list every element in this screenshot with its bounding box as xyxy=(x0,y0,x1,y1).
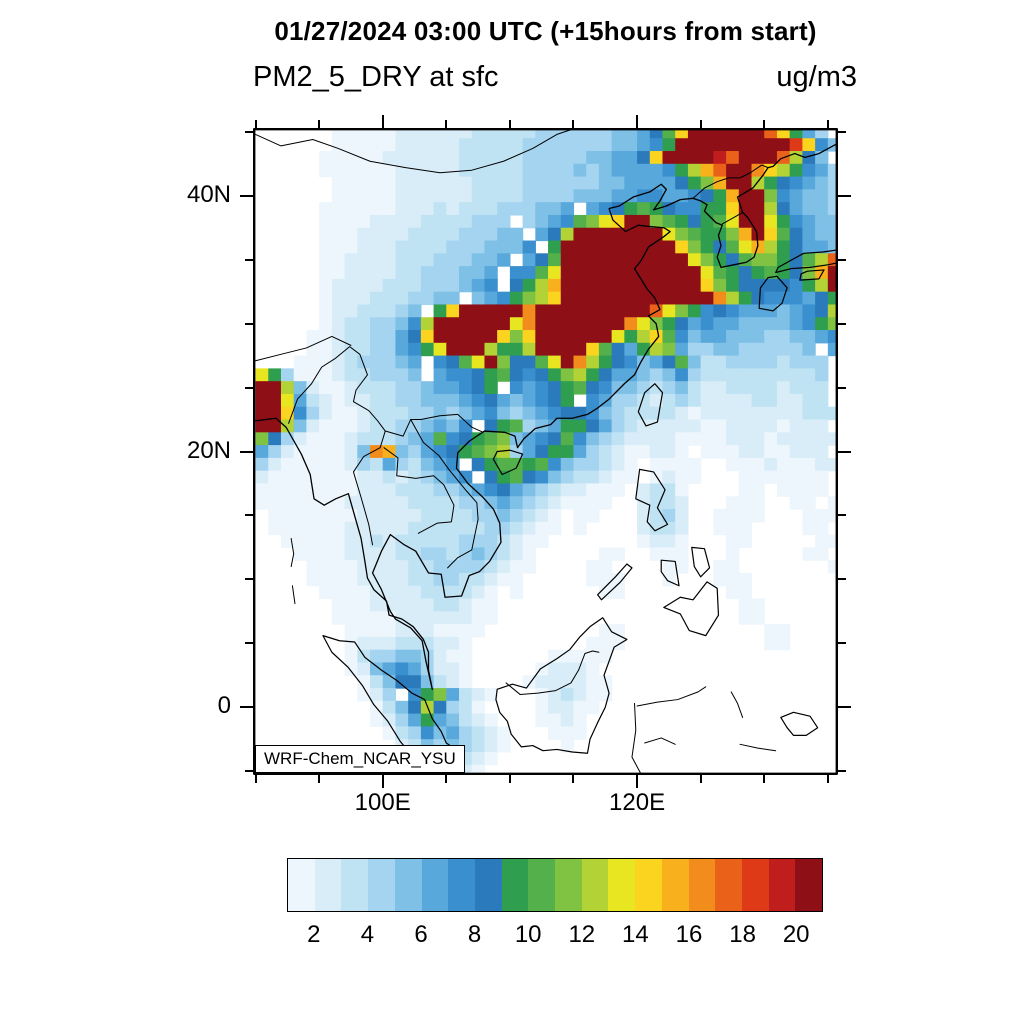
tick-mark xyxy=(245,578,253,581)
colorbar-segment xyxy=(394,859,422,911)
tick-mark xyxy=(508,120,511,128)
tick-mark xyxy=(838,706,851,709)
tick-mark xyxy=(318,775,321,783)
colorbar-segment xyxy=(715,859,742,911)
colorbar-segment xyxy=(474,859,502,911)
tick-mark xyxy=(572,775,575,783)
tick-mark xyxy=(838,258,846,261)
colorbar-segment xyxy=(608,859,636,911)
map-frame: WRF-Chem_NCAR_YSU 40N 20N 0 100E 120E xyxy=(187,115,851,816)
tick-mark xyxy=(245,322,253,325)
y-axis-label: 0 xyxy=(217,692,231,720)
tick-mark xyxy=(240,706,253,709)
x-axis-label: 100E xyxy=(354,789,411,816)
colorbar-segment xyxy=(661,859,689,911)
colorbar-segment xyxy=(421,859,449,911)
tick-mark xyxy=(838,450,851,453)
tick-mark xyxy=(508,775,511,783)
y-axis-label: 40N xyxy=(186,180,231,208)
colorbar-segment xyxy=(795,859,823,911)
tick-mark xyxy=(445,775,448,783)
tick-mark xyxy=(838,130,846,133)
colorbar-segment xyxy=(768,859,796,911)
tick-mark xyxy=(699,775,702,783)
colorbar-labels: 2 4 6 8 10 12 14 16 18 20 xyxy=(287,921,823,953)
tick-mark xyxy=(318,120,321,128)
colorbar-segment xyxy=(501,859,529,911)
colorbar-segment xyxy=(581,859,609,911)
colorbar-segment xyxy=(448,859,475,911)
colorbar-segment xyxy=(368,859,395,911)
units-label: ug/m3 xyxy=(776,61,857,93)
tick-mark xyxy=(245,386,253,389)
colorbar-segment xyxy=(314,859,342,911)
tick-mark xyxy=(838,386,846,389)
tick-mark xyxy=(838,770,846,773)
variable-title: PM2_5_DRY at sfc xyxy=(253,61,499,93)
tick-mark xyxy=(240,450,253,453)
tick-mark xyxy=(245,770,253,773)
colorbar-tick-label: 16 xyxy=(675,921,703,948)
tick-mark xyxy=(826,775,829,783)
y-axis-label: 20N xyxy=(186,436,231,464)
tick-mark xyxy=(572,120,575,128)
tick-mark xyxy=(838,194,851,197)
tick-mark xyxy=(699,120,702,128)
tick-mark xyxy=(838,514,846,517)
x-axis-label: 120E xyxy=(609,789,666,816)
tick-mark xyxy=(245,130,253,133)
tick-mark xyxy=(763,775,766,783)
tick-mark xyxy=(636,115,639,128)
tick-mark xyxy=(254,120,257,128)
colorbar-segment xyxy=(288,859,315,911)
tick-mark xyxy=(838,322,846,325)
colorbar-segment xyxy=(688,859,716,911)
colorbar-segment xyxy=(741,859,769,911)
tick-mark xyxy=(381,115,384,128)
tick-mark xyxy=(245,258,253,261)
colorbar xyxy=(287,858,823,912)
colorbar-segment xyxy=(555,859,582,911)
colorbar-tick-label: 8 xyxy=(467,921,482,948)
model-annotation-label: WRF-Chem_NCAR_YSU xyxy=(255,745,465,773)
colorbar-segment xyxy=(635,859,662,911)
title-row: PM2_5_DRY at sfc ug/m3 xyxy=(253,61,857,94)
colorbar-tick-label: 6 xyxy=(414,921,428,948)
tick-mark xyxy=(763,120,766,128)
colorbar-tick-label: 2 xyxy=(307,921,321,948)
tick-mark xyxy=(826,120,829,128)
colorbar-tick-label: 14 xyxy=(622,921,649,948)
tick-mark xyxy=(838,578,846,581)
colorbar-segment xyxy=(341,859,369,911)
datetime-title: 01/27/2024 03:00 UTC (+15hours from star… xyxy=(274,16,817,46)
tick-mark xyxy=(245,642,253,645)
map-canvas xyxy=(253,128,838,775)
tick-mark xyxy=(838,642,846,645)
colorbar-tick-label: 20 xyxy=(782,921,810,948)
tick-mark xyxy=(445,120,448,128)
colorbar-segment xyxy=(528,859,556,911)
tick-mark xyxy=(381,775,384,788)
tick-mark xyxy=(254,775,257,783)
tick-mark xyxy=(245,514,253,517)
tick-mark xyxy=(636,775,639,788)
colorbar-tick-label: 4 xyxy=(360,921,375,948)
colorbar-tick-label: 12 xyxy=(568,921,596,948)
colorbar-tick-label: 10 xyxy=(514,921,542,948)
tick-mark xyxy=(240,194,253,197)
colorbar-tick-label: 18 xyxy=(729,921,756,948)
